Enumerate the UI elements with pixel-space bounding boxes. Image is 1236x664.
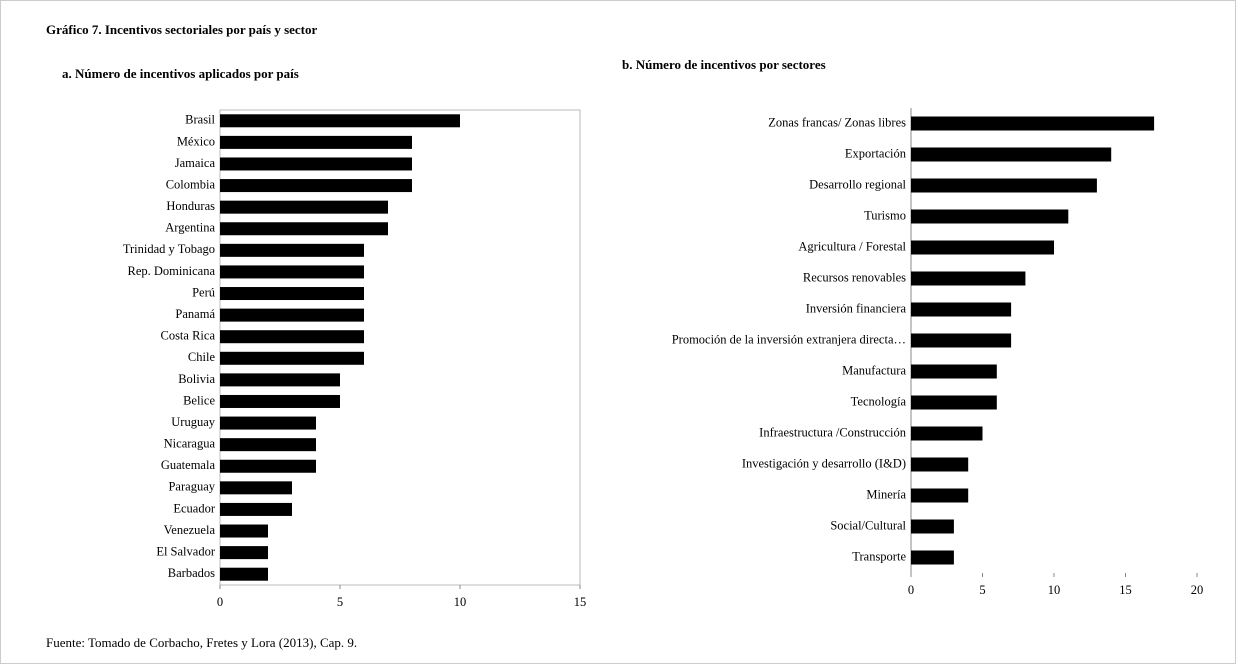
bar bbox=[220, 481, 292, 495]
y-tick-label: Social/Cultural bbox=[830, 518, 906, 532]
bar bbox=[220, 524, 268, 538]
y-tick-label: Promoción de la inversión extranjera dir… bbox=[672, 332, 906, 346]
bar bbox=[220, 502, 292, 516]
bar bbox=[220, 135, 412, 149]
y-tick-label: Exportación bbox=[845, 146, 907, 160]
x-tick-label: 20 bbox=[1191, 583, 1204, 597]
y-tick-label: Investigación y desarrollo (I&D) bbox=[742, 456, 906, 470]
bar bbox=[220, 179, 412, 193]
bar bbox=[911, 457, 969, 472]
bar bbox=[911, 426, 983, 441]
y-tick-label: Bolivia bbox=[178, 372, 215, 386]
y-tick-label: Paraguay bbox=[168, 480, 215, 494]
y-tick-label: Tecnología bbox=[851, 394, 907, 408]
y-tick-label: Perú bbox=[192, 285, 216, 299]
y-tick-label: Colombia bbox=[166, 177, 216, 191]
bar bbox=[911, 209, 1069, 224]
figure-title: Gráfico 7. Incentivos sectoriales por pa… bbox=[46, 22, 317, 37]
bar bbox=[220, 438, 316, 452]
bar bbox=[220, 373, 340, 387]
y-tick-label: México bbox=[177, 134, 215, 148]
bar bbox=[220, 308, 364, 322]
x-tick-label: 10 bbox=[454, 595, 467, 609]
y-tick-label: Ecuador bbox=[173, 501, 215, 515]
y-tick-label: Belice bbox=[183, 393, 215, 407]
y-tick-label: Uruguay bbox=[171, 415, 215, 429]
bar bbox=[220, 459, 316, 473]
x-tick-label: 5 bbox=[337, 595, 343, 609]
y-tick-label: Chile bbox=[188, 350, 216, 364]
y-tick-label: Zonas francas/ Zonas libres bbox=[768, 115, 906, 129]
y-tick-label: Agricultura / Forestal bbox=[798, 239, 906, 253]
y-tick-label: Honduras bbox=[166, 199, 215, 213]
x-tick-label: 10 bbox=[1048, 583, 1061, 597]
bar bbox=[220, 416, 316, 430]
y-tick-label: Venezuela bbox=[164, 523, 216, 537]
x-tick-label: 5 bbox=[979, 583, 985, 597]
y-tick-label: Manufactura bbox=[842, 363, 906, 377]
bar bbox=[911, 271, 1026, 286]
bar bbox=[220, 394, 340, 408]
y-tick-label: Costa Rica bbox=[160, 329, 215, 343]
x-tick-label: 15 bbox=[574, 595, 587, 609]
bar bbox=[911, 364, 997, 379]
bar bbox=[220, 157, 412, 171]
y-tick-label: Transporte bbox=[852, 549, 906, 563]
bar bbox=[911, 519, 954, 534]
y-tick-label: Argentina bbox=[165, 221, 215, 235]
bar bbox=[220, 200, 388, 214]
bar bbox=[220, 567, 268, 581]
y-tick-label: Desarrollo regional bbox=[809, 177, 906, 191]
y-tick-label: Jamaica bbox=[175, 156, 216, 170]
y-tick-label: Inversión financiera bbox=[806, 301, 907, 315]
bar bbox=[220, 243, 364, 257]
y-tick-label: Nicaragua bbox=[164, 437, 216, 451]
chart-title: a. Número de incentivos aplicados por pa… bbox=[62, 66, 299, 81]
y-tick-label: Recursos renovables bbox=[803, 270, 906, 284]
bar bbox=[911, 147, 1112, 162]
bar bbox=[220, 546, 268, 560]
y-tick-label: Minería bbox=[866, 487, 906, 501]
y-tick-label: Guatemala bbox=[161, 458, 216, 472]
chart-title: b. Número de incentivos por sectores bbox=[622, 57, 826, 72]
y-tick-label: Infraestructura /Construcción bbox=[759, 425, 907, 439]
bar bbox=[911, 550, 954, 565]
bar bbox=[220, 287, 364, 301]
y-tick-label: Brasil bbox=[185, 113, 215, 127]
bar bbox=[220, 330, 364, 344]
bar bbox=[911, 116, 1155, 131]
x-tick-label: 0 bbox=[217, 595, 223, 609]
plot-frame bbox=[219, 109, 581, 586]
y-tick-label: Turismo bbox=[864, 208, 906, 222]
bar bbox=[220, 351, 364, 365]
y-tick-label: Barbados bbox=[168, 566, 215, 580]
bar bbox=[911, 488, 969, 503]
bar bbox=[911, 302, 1012, 317]
bar bbox=[911, 178, 1097, 193]
bar bbox=[220, 222, 388, 236]
y-tick-label: Rep. Dominicana bbox=[128, 264, 216, 278]
x-tick-label: 15 bbox=[1119, 583, 1132, 597]
y-tick-label: Panamá bbox=[175, 307, 215, 321]
bar bbox=[911, 240, 1054, 255]
y-tick-label: Trinidad y Tobago bbox=[123, 242, 215, 256]
x-tick-label: 0 bbox=[908, 583, 914, 597]
bar bbox=[220, 114, 460, 128]
bar bbox=[911, 395, 997, 410]
bar bbox=[911, 333, 1012, 348]
source: Fuente: Tomado de Corbacho, Fretes y Lor… bbox=[46, 635, 357, 650]
y-tick-label: El Salvador bbox=[156, 544, 216, 558]
bar bbox=[220, 265, 364, 279]
